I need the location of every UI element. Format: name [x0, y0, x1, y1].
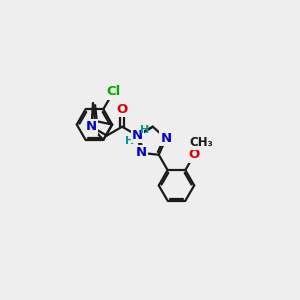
Text: N: N: [132, 129, 143, 142]
Text: N: N: [132, 129, 143, 142]
Text: CH₃: CH₃: [189, 136, 213, 149]
Text: N: N: [160, 132, 172, 145]
Text: O: O: [189, 148, 200, 161]
Text: N: N: [136, 146, 147, 159]
Text: H: H: [125, 136, 134, 146]
Text: Cl: Cl: [106, 85, 121, 98]
Text: O: O: [116, 103, 128, 116]
Text: N: N: [86, 120, 97, 133]
Text: H: H: [140, 125, 149, 135]
